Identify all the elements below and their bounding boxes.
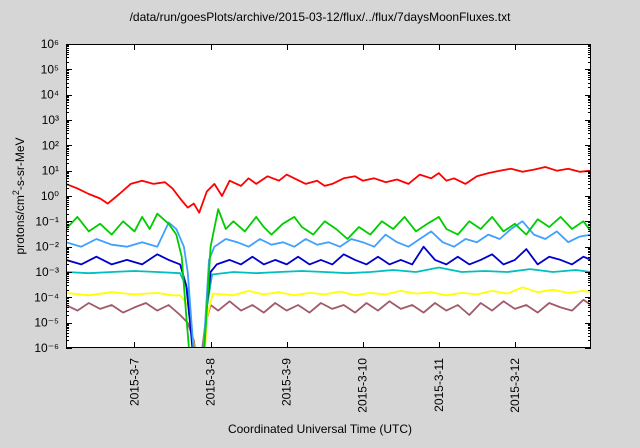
x-tick-label: 2015-3-8 <box>204 358 218 406</box>
series-red-line <box>66 166 591 214</box>
y-tick-label: 10⁻⁴ <box>34 290 59 304</box>
x-tick-label: 2015-3-7 <box>127 358 141 406</box>
series-lines <box>66 166 591 348</box>
series-cyan-line <box>66 266 591 348</box>
y-tick-label: 10¹ <box>42 164 59 178</box>
series-maroon-line <box>66 298 591 348</box>
plot-area <box>66 44 591 348</box>
y-tick-label: 10⁶ <box>41 37 59 51</box>
y-tick-label: 10³ <box>42 113 59 127</box>
plot-border <box>66 44 591 348</box>
chart-title: /data/run/goesPlots/archive/2015-03-12/f… <box>129 10 511 24</box>
x-tick-label: 2015-3-10 <box>356 358 370 413</box>
series-blue-line <box>66 245 591 348</box>
y-axis-label-exponent: 2 <box>11 190 21 196</box>
y-tick-label: 10⁵ <box>41 62 59 76</box>
y-tick-label: 10⁴ <box>40 88 59 102</box>
y-axis-label: protons/cm2-s-sr-MeV <box>7 42 27 350</box>
series-skyblue-line <box>66 220 591 348</box>
x-axis-label: Coordinated Universal Time (UTC) <box>227 422 413 436</box>
y-axis-label-rest: -s-sr-MeV <box>13 137 27 191</box>
y-tick-label: 10² <box>42 138 59 152</box>
series-green-line <box>66 208 591 348</box>
y-tick-label: 10⁻¹ <box>35 214 59 228</box>
y-axis-label-base: protons/cm <box>13 195 27 255</box>
y-tick-label: 10⁻⁶ <box>34 341 59 355</box>
x-tick-label: 2015-3-12 <box>508 358 522 413</box>
x-tick-label: 2015-3-9 <box>280 358 294 406</box>
series-yellow-line <box>66 286 591 348</box>
y-tick-label: 10⁻² <box>35 240 59 254</box>
y-tick-label: 10⁻³ <box>35 265 59 279</box>
tick-labels: 10⁶ 10⁵ 10⁴ 10³ 10² 10¹ 10⁰ 10⁻¹ 10⁻² 10⁻³ 10⁻⁴ 10⁻… <box>34 37 522 413</box>
y-tick-label: 10⁰ <box>41 189 59 203</box>
x-tick-label: 2015-3-11 <box>432 358 446 412</box>
y-tick-label: 10⁻⁵ <box>34 316 59 330</box>
